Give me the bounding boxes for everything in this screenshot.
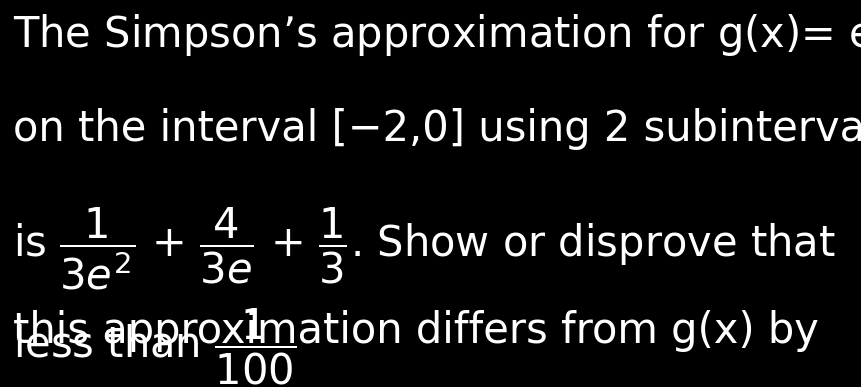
Text: less than $\dfrac{1}{100}$: less than $\dfrac{1}{100}$ — [13, 307, 295, 387]
Text: on the interval [−2,0] using 2 subintervals: on the interval [−2,0] using 2 subinterv… — [13, 108, 861, 151]
Text: is $\dfrac{1}{3e^{2}}$ + $\dfrac{4}{3e}$ + $\dfrac{1}{3}$. Show or disprove that: is $\dfrac{1}{3e^{2}}$ + $\dfrac{4}{3e}$… — [13, 205, 834, 292]
Text: this approximation differs from g(x) by: this approximation differs from g(x) by — [13, 310, 818, 352]
Text: The Simpson’s approximation for g(x)= e$^x$: The Simpson’s approximation for g(x)= e$… — [13, 12, 861, 58]
